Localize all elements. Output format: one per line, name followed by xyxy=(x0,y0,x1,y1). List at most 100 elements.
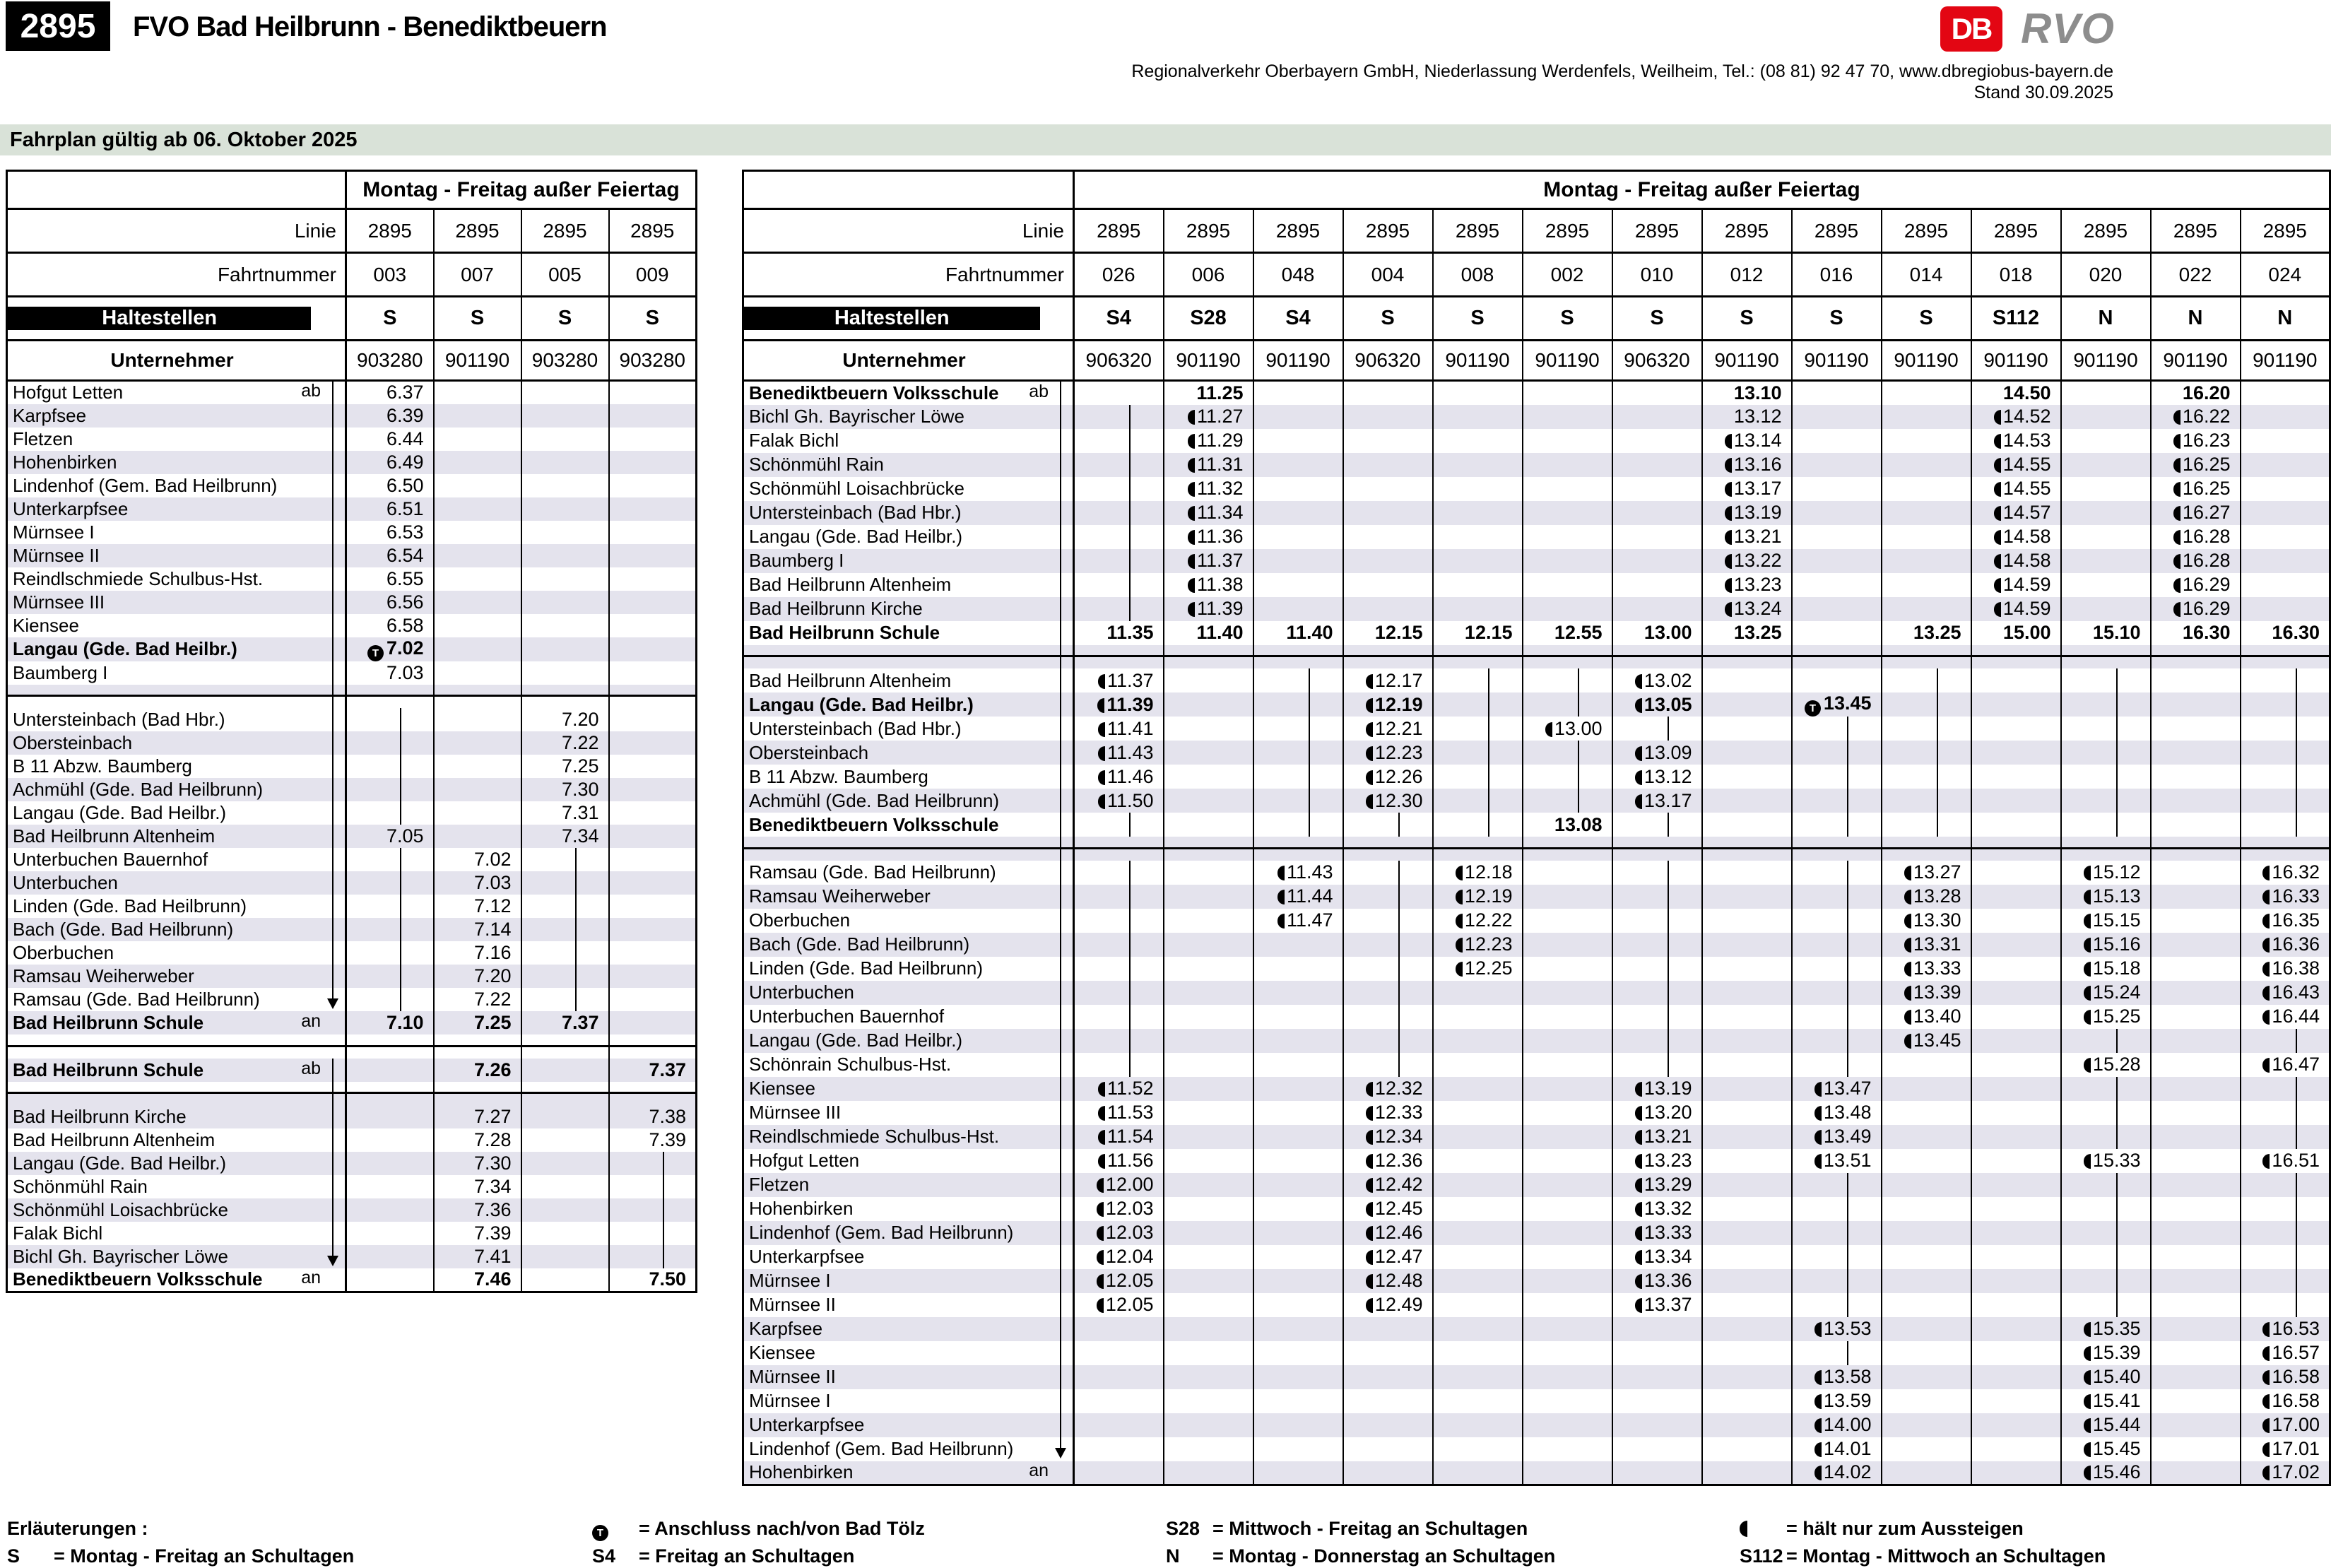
time-cell xyxy=(1432,1028,1523,1053)
stop-row: Schönmühl Rain 7.34 xyxy=(7,1175,697,1198)
continuation-line-icon xyxy=(2295,1268,2297,1293)
continuation-line-icon xyxy=(575,965,577,988)
time-cell xyxy=(1432,1148,1523,1173)
continuation-line-icon xyxy=(400,708,402,731)
legend-text: = hält nur zum Aussteigen xyxy=(1786,1518,2024,1539)
time-cell xyxy=(2060,1292,2151,1317)
stop-name: Ramsau Weiherweber xyxy=(749,885,931,907)
departure-time: 16.38 xyxy=(2272,957,2320,979)
departure-time: 11.54 xyxy=(1107,1126,1154,1147)
exit-only-icon xyxy=(1814,1082,1822,1097)
fahrtnummer-value: 005 xyxy=(520,252,609,297)
route-line xyxy=(332,1245,334,1256)
time-cell xyxy=(2149,1076,2241,1101)
time-cell xyxy=(2149,717,2241,741)
exit-only-icon xyxy=(1187,530,1195,545)
continuation-line-icon xyxy=(2116,1292,2118,1317)
time-cell xyxy=(1252,428,1343,453)
time-cell: 12.30 xyxy=(1342,789,1433,813)
stop-name: Oberbuchen xyxy=(13,942,114,963)
departure-time: 13.36 xyxy=(1643,1270,1692,1291)
time-cell xyxy=(345,755,434,778)
time-cell: 7.50 xyxy=(608,1268,697,1292)
haltestellen-header: Haltestellen xyxy=(8,307,312,330)
time-cell xyxy=(1880,1316,1971,1341)
time-cell xyxy=(520,473,609,497)
time-cell xyxy=(1342,813,1433,837)
exit-only-icon xyxy=(2262,986,2270,1001)
stop-name: Hofgut Letten xyxy=(13,382,124,403)
time-cell: 13.19 xyxy=(1701,500,1792,525)
exit-only-icon xyxy=(2262,914,2270,929)
time-cell xyxy=(608,497,697,521)
departure-time: 13.17 xyxy=(1643,789,1692,811)
stop-row: Falak Bichl 11.29 13.14 14.53 16.23 xyxy=(743,428,2330,453)
time-cell xyxy=(1970,1124,2061,1149)
time-cell xyxy=(1701,1268,1792,1293)
time-cell xyxy=(1790,789,1882,813)
stop-row: Hofgut Letten ab 6.37 xyxy=(7,380,697,404)
stop-name-cell: Bach (Gde. Bad Heilbrunn) xyxy=(743,932,1074,957)
stop-row: Bad Heilbrunn Schule 11.35 11.40 11.40 12.15… xyxy=(743,620,2330,645)
stop-name-cell: Unterbuchen Bauernhof xyxy=(743,1004,1074,1029)
stop-name: Mürnsee III xyxy=(13,591,105,613)
time-cell xyxy=(345,918,434,941)
departure-time: 14.58 xyxy=(2002,526,2051,547)
time-cell xyxy=(1252,1316,1343,1341)
time-cell xyxy=(608,1175,697,1198)
stop-name: Schönmühl Rain xyxy=(13,1176,148,1197)
section-break xyxy=(743,655,2330,658)
continuation-line-icon xyxy=(2295,1076,2297,1101)
linie-value: 2895 xyxy=(1521,208,1612,254)
time-cell xyxy=(608,590,697,614)
corner-cell xyxy=(743,170,1074,210)
stop-row: Reindlschmiede Schulbus-Hst. 6.55 xyxy=(7,567,697,591)
exit-only-icon xyxy=(1097,697,1105,713)
continuation-line-icon xyxy=(1398,980,1400,1005)
continuation-line-icon xyxy=(575,895,577,918)
continuation-line-icon xyxy=(575,988,577,1011)
route-line xyxy=(1060,644,1061,655)
time-cell: 13.39 xyxy=(1880,980,1971,1005)
time-cell xyxy=(520,543,609,567)
ab-an-label: ab xyxy=(1029,381,1049,401)
time-cell xyxy=(1252,741,1343,765)
time-cell: 13.40 xyxy=(1880,1004,1971,1029)
time-cell xyxy=(1701,1100,1792,1125)
time-cell xyxy=(1880,452,1971,477)
time-cell xyxy=(1342,932,1433,957)
stop-row: B 11 Abzw. Baumberg 11.46 12.26 13.12 xyxy=(743,765,2330,789)
time-cell xyxy=(1880,692,1971,717)
departure-time: 15.13 xyxy=(2092,885,2141,907)
departure-time: 15.33 xyxy=(2092,1150,2141,1171)
time-cell xyxy=(2149,1004,2241,1029)
route-line xyxy=(1060,980,1061,1005)
route-line xyxy=(332,637,334,661)
exit-only-icon xyxy=(1724,554,1732,569)
continuation-line-icon xyxy=(2295,741,2297,765)
time-cell xyxy=(1342,1052,1433,1077)
stop-row: Untersteinbach (Bad Hbr.) 11.41 12.21 13.00 xyxy=(743,717,2330,741)
operator-line: Regionalverkehr Oberbayern GmbH, Niederl… xyxy=(1131,61,2113,81)
time-cell xyxy=(1970,1028,2061,1053)
time-cell: 13.09 xyxy=(1611,741,1702,765)
time-cell xyxy=(1521,452,1612,477)
exit-only-icon xyxy=(2083,1418,2091,1433)
continuation-line-icon xyxy=(1847,789,1848,813)
time-cell xyxy=(1252,1437,1343,1461)
exit-only-icon xyxy=(1365,1178,1373,1193)
continuation-line-icon xyxy=(1488,668,1489,692)
unternehmer-value: 901190 xyxy=(2239,340,2330,382)
time-cell: 13.17 xyxy=(1611,789,1702,813)
time-cell xyxy=(2060,1268,2151,1293)
legend-key: S xyxy=(7,1545,20,1567)
time-cell xyxy=(608,520,697,544)
stop-row: Achmühl (Gde. Bad Heilbrunn) 11.50 12.30 13… xyxy=(743,789,2330,813)
verkehrshinweis-value: S xyxy=(345,296,434,341)
time-cell xyxy=(520,918,609,941)
fahrtnummer-value: 009 xyxy=(608,252,697,297)
continuation-line-icon xyxy=(1398,1028,1400,1053)
exit-only-icon xyxy=(1097,1130,1105,1145)
time-cell xyxy=(1073,500,1164,525)
departure-time: 13.34 xyxy=(1643,1246,1692,1267)
